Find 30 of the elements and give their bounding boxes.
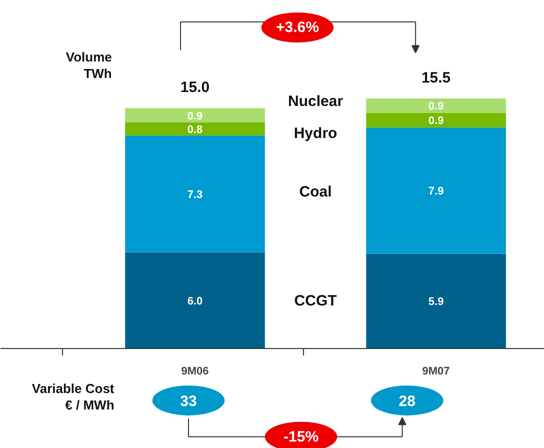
text: +3.6% — [276, 18, 319, 36]
data-label: 0.9 — [428, 115, 444, 128]
series-label: Hydro — [294, 124, 338, 142]
bar — [366, 127, 506, 254]
bar — [125, 122, 265, 136]
data-label: 5.9 — [428, 296, 444, 308]
bar — [125, 108, 265, 123]
text: Variable Cost € / MWh — [32, 381, 115, 413]
text: Coal — [299, 184, 332, 201]
text: -15% — [284, 428, 319, 446]
text: 28 — [398, 392, 416, 410]
data-label: 7.9 — [428, 186, 444, 198]
text: Volume TWh — [66, 49, 112, 81]
series-label: Nuclear — [288, 93, 344, 110]
text: 33 — [180, 392, 197, 410]
x-tick-label: 9M07 — [422, 365, 450, 378]
bar — [125, 135, 265, 252]
bar — [125, 252, 265, 348]
series-label: CCGT — [294, 292, 337, 310]
bar — [366, 98, 506, 113]
x-tick-label: 9M06 — [181, 365, 209, 378]
data-label: 0.8 — [187, 124, 203, 136]
total-label: 15.5 — [421, 69, 451, 86]
total-label: 15.0 — [180, 79, 210, 96]
bar — [366, 254, 506, 348]
data-label: 0.9 — [187, 110, 203, 122]
data-label: 0.9 — [428, 100, 444, 113]
data-label: 7.3 — [187, 188, 203, 201]
data-label: 6.0 — [187, 295, 203, 308]
bar — [366, 112, 506, 128]
